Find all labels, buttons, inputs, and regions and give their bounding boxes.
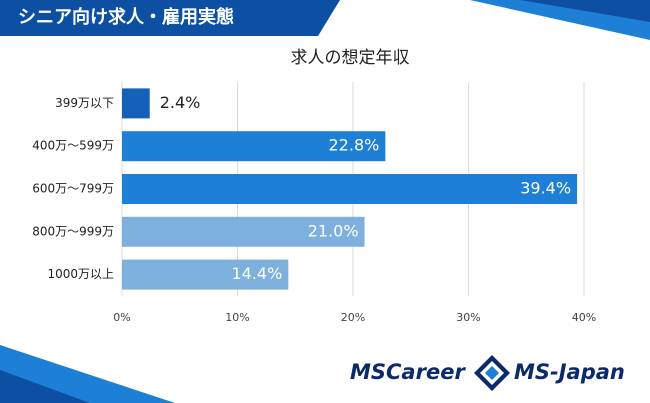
value-label: 21.0%	[308, 221, 359, 240]
x-tick-label: 30%	[456, 311, 480, 324]
value-label: 14.4%	[231, 264, 282, 283]
header-banner	[0, 0, 340, 36]
header-stripe	[520, 0, 650, 22]
bar	[122, 88, 150, 119]
value-label: 22.8%	[329, 136, 380, 155]
y-tick-label: 400万～599万	[32, 139, 114, 153]
y-tick-label: 800万～999万	[32, 224, 114, 238]
x-tick-label: 40%	[572, 311, 596, 324]
logo-text: MS-Japan	[514, 360, 625, 384]
bar	[122, 131, 386, 162]
value-label: 39.4%	[520, 179, 571, 198]
bar	[122, 259, 289, 290]
y-tick-label: 600万～799万	[32, 182, 114, 196]
chart-title: 求人の想定年収	[291, 48, 410, 68]
x-tick-label: 0%	[113, 311, 130, 324]
footer-stripe	[0, 370, 90, 403]
value-label: 2.4%	[160, 93, 201, 112]
bar	[122, 216, 365, 247]
logo-icon	[474, 355, 510, 391]
y-tick-label: 399万以下	[55, 96, 114, 110]
header-title: シニア向け求人・雇用実態	[18, 6, 234, 28]
bar	[122, 174, 578, 204]
x-tick-label: 10%	[225, 311, 249, 324]
y-tick-label: 1000万以上	[47, 267, 114, 281]
x-tick-label: 20%	[341, 311, 365, 324]
logo-text: MSCareer	[350, 360, 466, 384]
